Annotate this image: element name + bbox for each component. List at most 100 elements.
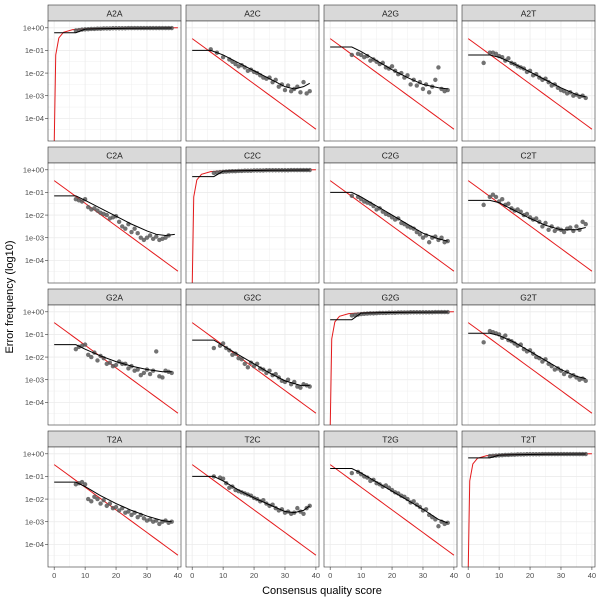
plot-layers xyxy=(329,464,455,556)
data-point xyxy=(405,73,410,78)
y-tick-label: 1e-01 xyxy=(25,472,44,481)
data-point xyxy=(154,349,159,354)
y-tick-label: 1e+00 xyxy=(23,450,44,459)
data-point xyxy=(242,361,247,367)
facet-title: C2T xyxy=(520,151,536,161)
data-point xyxy=(147,233,153,238)
x-tick-label: 10 xyxy=(357,571,365,580)
data-point xyxy=(104,503,109,509)
facet-panel-c2a: C2A 1e+00 1e-01 1e-02 1e-03 1e-04 xyxy=(23,146,182,284)
data-point xyxy=(420,235,426,240)
y-tick-label: 1e-02 xyxy=(25,353,44,362)
data-point xyxy=(580,219,585,225)
data-point xyxy=(506,201,511,206)
y-tick-label: 1e+00 xyxy=(23,166,44,175)
data-point xyxy=(211,345,217,351)
data-point xyxy=(92,494,97,500)
panel-border xyxy=(185,446,320,568)
nominal-error-line xyxy=(467,322,593,414)
plot-layers xyxy=(191,38,317,130)
data-point xyxy=(282,87,288,93)
data-point xyxy=(295,505,300,511)
fitted-error-line xyxy=(468,199,586,231)
facet-title: G2A xyxy=(106,293,123,303)
y-tick-label: 1e-04 xyxy=(25,540,44,549)
data-point xyxy=(524,211,530,217)
fitted-error-line xyxy=(330,191,448,242)
data-point xyxy=(86,352,91,358)
data-point xyxy=(433,77,438,83)
data-point xyxy=(436,524,441,529)
fitted-error-line xyxy=(192,169,310,178)
facet-panel-a2c: A2C xyxy=(185,4,320,142)
plot-area xyxy=(462,305,595,425)
y-tick-label: 1e-02 xyxy=(25,211,44,220)
data-point xyxy=(135,514,140,520)
facet-title: C2C xyxy=(244,151,261,161)
data-point xyxy=(239,357,244,362)
panel-border xyxy=(323,20,458,142)
plot-area xyxy=(48,21,181,141)
x-tick-label: 40 xyxy=(588,571,596,580)
data-point xyxy=(574,224,579,229)
plot-area xyxy=(186,21,319,141)
facet-panel-a2a: A2A 1e+00 1e-01 1e-02 1e-03 1e-04 xyxy=(23,4,182,142)
facet-title: A2C xyxy=(244,9,261,19)
y-tick-label: 1e+00 xyxy=(23,308,44,317)
fitted-error-line xyxy=(330,311,448,321)
data-point xyxy=(220,476,226,481)
x-tick-label: 20 xyxy=(388,571,396,580)
gridlines xyxy=(186,21,319,141)
fitted-error-line xyxy=(54,344,172,373)
gridlines xyxy=(462,305,595,425)
data-point xyxy=(561,229,567,235)
data-point xyxy=(116,219,122,225)
nominal-error-line xyxy=(191,464,317,556)
facet-title: G2C xyxy=(244,293,261,303)
facet-panel-a2t: A2T xyxy=(461,4,596,142)
data-point xyxy=(349,470,355,476)
y-tick-label: 1e-04 xyxy=(25,398,44,407)
plot-area xyxy=(324,447,457,567)
data-point xyxy=(568,225,573,230)
facet-title: A2T xyxy=(521,9,537,19)
data-point xyxy=(543,357,548,362)
panel-border xyxy=(461,162,596,284)
data-point xyxy=(408,82,413,87)
y-tick-label: 1e-03 xyxy=(25,376,44,385)
plot-layers xyxy=(467,180,593,272)
data-point xyxy=(147,371,153,377)
data-point xyxy=(349,52,355,58)
data-point xyxy=(95,496,100,502)
gridlines xyxy=(462,21,595,141)
plot-layers xyxy=(329,309,454,425)
data-point xyxy=(358,471,364,477)
data-point xyxy=(540,359,545,364)
data-point xyxy=(503,333,508,338)
nominal-error-line xyxy=(191,38,317,130)
facet-panel-t2c: T2C 0 10 20 30 40 xyxy=(185,430,320,580)
data-point xyxy=(95,358,100,363)
panel-border xyxy=(323,304,458,426)
data-point xyxy=(301,511,306,516)
data-point xyxy=(527,348,533,353)
data-point xyxy=(141,516,147,521)
data-point xyxy=(126,509,131,514)
fitted-error-line xyxy=(468,453,586,459)
facet-panel-t2g: T2G 0 10 20 30 40 xyxy=(323,430,458,580)
plot-layers xyxy=(53,25,178,141)
data-point xyxy=(86,496,91,502)
data-point xyxy=(116,508,122,513)
data-point xyxy=(89,499,94,504)
y-tick-label: 1e-01 xyxy=(25,46,44,55)
data-point xyxy=(98,501,103,506)
facet-title: A2G xyxy=(382,9,399,19)
data-point xyxy=(138,235,143,240)
data-point xyxy=(583,221,588,227)
data-point xyxy=(107,501,113,506)
data-point xyxy=(540,224,545,229)
panel-border xyxy=(323,446,458,568)
panel-border xyxy=(47,20,182,142)
facet-title: A2A xyxy=(106,9,122,19)
fitted-error-line xyxy=(54,195,175,236)
